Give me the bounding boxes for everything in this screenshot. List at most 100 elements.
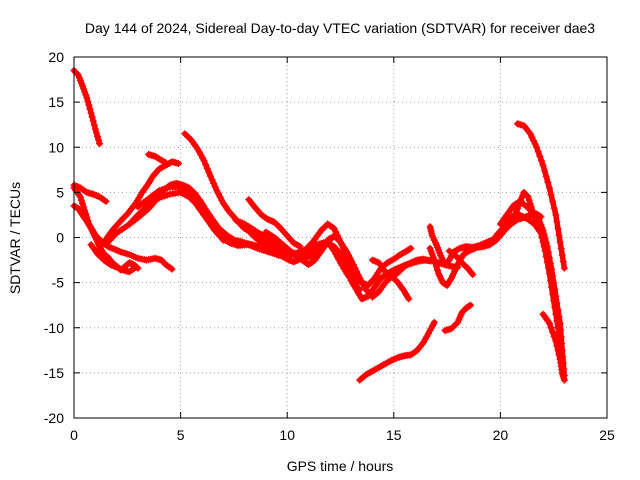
data-point-interp [538, 234, 546, 241]
data-point-interp [525, 205, 533, 213]
y-axis-label: SDTVAR / TECUs [7, 182, 23, 294]
data-point-interp [541, 167, 549, 175]
data-point-interp [549, 290, 557, 298]
data-point-interp [182, 131, 190, 139]
data-point-interp [412, 257, 420, 265]
data-point-interp [434, 266, 442, 274]
data-point-interp [160, 258, 168, 266]
data-point-interp [412, 347, 420, 355]
data-point-interp [510, 218, 518, 226]
data-point-interp [522, 191, 530, 199]
data-point-interp [92, 192, 100, 200]
data-point-interp [142, 203, 150, 211]
data-point-interp [359, 373, 367, 381]
data-point-interp [341, 267, 349, 275]
data-point-interp [107, 229, 115, 237]
data-point-interp [216, 193, 224, 201]
y-tick-label: 0 [56, 230, 64, 246]
data-point-interp [132, 253, 140, 261]
data-point-interp [460, 260, 468, 268]
data-point-interp [384, 358, 392, 366]
data-point-interp [373, 289, 381, 297]
data-point-interp [273, 243, 281, 251]
data-point-interp [123, 250, 131, 258]
data-point [206, 172, 214, 180]
data-point-interp [260, 246, 268, 254]
data-point-interp [544, 264, 552, 272]
data-point-interp [521, 214, 529, 222]
data-point-interp [383, 277, 391, 285]
data-point-interp [315, 229, 323, 237]
data-point-interp [508, 213, 516, 221]
data-point-interp [512, 217, 520, 225]
data-point-interp [405, 351, 413, 359]
data-point-interp [553, 342, 561, 350]
y-tick-label: 15 [48, 94, 64, 110]
data-point-interp [380, 266, 388, 274]
data-point-interp [558, 365, 566, 373]
data-point-interp [534, 148, 542, 156]
data-point-interp [516, 211, 524, 219]
data-point-interp [247, 228, 255, 236]
data-point [550, 297, 558, 305]
data-point-interp [274, 221, 282, 229]
data-point-interp [549, 328, 557, 336]
data-point-interp [84, 97, 92, 105]
data-point-interp [332, 233, 340, 241]
data-point-interp [483, 238, 491, 246]
data-point-interp [184, 133, 192, 141]
data-point-interp [554, 346, 562, 354]
data-point-interp [418, 340, 426, 348]
data-point-interp [186, 134, 194, 142]
data-point-interp [272, 220, 280, 228]
data-point-interp [275, 223, 283, 231]
data-point [213, 187, 221, 195]
data-point-interp [90, 121, 98, 129]
data-point [533, 143, 541, 151]
data-point-interp [174, 189, 182, 197]
y-tick-label: 5 [56, 184, 64, 200]
data-point-interp [554, 224, 562, 232]
data-point-interp [95, 136, 103, 144]
data-point [539, 161, 547, 169]
data-point-interp [158, 163, 166, 171]
data-point-interp [153, 189, 161, 197]
data-point-interp [408, 258, 416, 266]
data-point-interp [111, 231, 119, 239]
data-point-interp [404, 261, 412, 269]
data-point-interp [537, 157, 545, 165]
data-point-interp [384, 271, 392, 279]
data-point-interp [363, 281, 371, 289]
data-point-interp [163, 184, 171, 192]
data-point-interp [451, 321, 459, 329]
data-point-interp [92, 129, 100, 137]
data-point-interp [344, 251, 352, 259]
data-point-interp [454, 245, 462, 253]
data-point-interp [552, 310, 560, 318]
data-point-interp [558, 251, 566, 259]
data-point-interp [234, 237, 242, 245]
data-point-interp [548, 283, 556, 291]
data-point-interp [111, 263, 119, 271]
data-point-interp [250, 202, 258, 210]
data-point-interp [528, 133, 536, 141]
data-point-interp [359, 294, 367, 302]
data-point-interp [238, 219, 246, 227]
data-point-interp [88, 190, 96, 198]
data-point-interp [328, 234, 336, 242]
data-point-interp [114, 247, 122, 255]
data-point-interp [410, 257, 418, 265]
data-point-interp [218, 196, 226, 204]
data-point-interp [148, 174, 156, 182]
data-point-interp [183, 186, 191, 194]
data-point-interp [264, 239, 272, 247]
data-point-interp [210, 179, 218, 187]
data-point-interp [266, 216, 274, 224]
data-point-interp [410, 349, 418, 357]
data-point-interp [346, 254, 354, 262]
y-tick-label: -10 [44, 320, 64, 336]
data-point-interp [547, 191, 555, 199]
data-point-interp [551, 303, 559, 311]
data-point-interp [542, 253, 550, 261]
data-point-interp [333, 235, 341, 243]
